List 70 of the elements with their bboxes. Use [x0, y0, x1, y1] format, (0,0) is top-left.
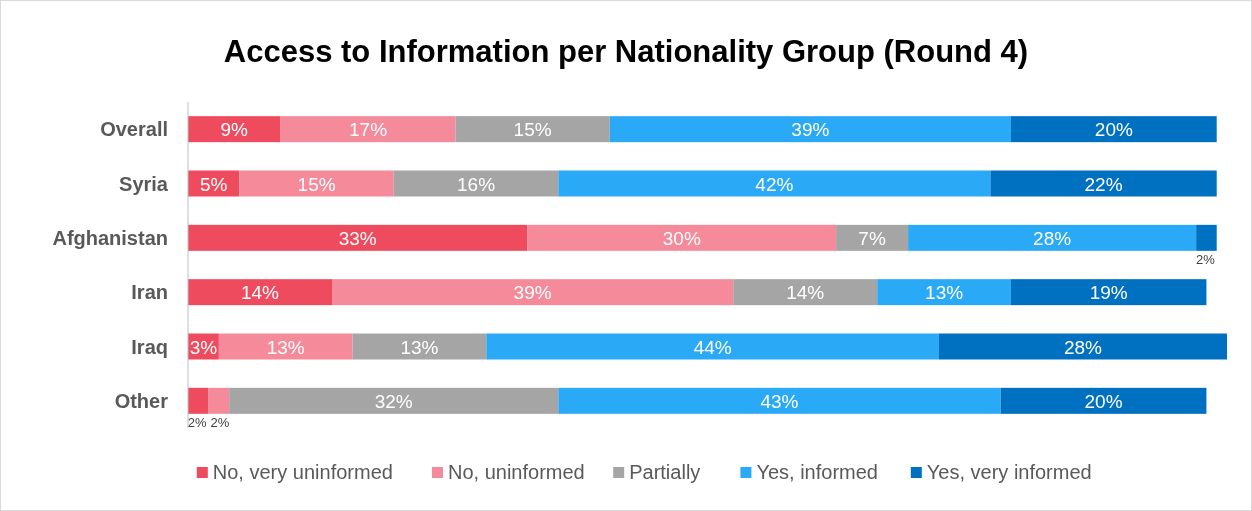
data-label: 13% — [266, 336, 305, 358]
data-label: 13% — [925, 282, 964, 304]
y-tick-label: Syria — [119, 172, 169, 195]
bar — [188, 116, 281, 143]
data-label: 28% — [1063, 336, 1103, 358]
data-label: 13% — [400, 336, 439, 358]
bar — [188, 224, 528, 251]
bar — [218, 333, 353, 360]
data-label: 3% — [189, 336, 218, 358]
bar — [1010, 279, 1207, 306]
data-label: 39% — [513, 282, 552, 304]
y-tick-label: Iran — [131, 281, 168, 304]
bar — [836, 224, 909, 251]
legend-label: No, very uninformed — [212, 461, 393, 483]
bar — [1196, 224, 1217, 251]
data-label: 42% — [755, 173, 794, 195]
data-label: 9% — [220, 119, 249, 141]
bar — [188, 279, 333, 306]
bar — [938, 333, 1227, 360]
legend-label: No, uninformed — [448, 461, 585, 483]
data-label: 20% — [1094, 119, 1133, 141]
data-label: 32% — [374, 390, 413, 412]
data-label: 7% — [858, 227, 886, 249]
data-label: 20% — [1084, 390, 1123, 412]
data-label: 15% — [297, 173, 336, 195]
bar — [239, 170, 394, 197]
bar — [558, 387, 1001, 414]
data-label: 43% — [760, 390, 799, 412]
data-label: 2% — [1195, 251, 1216, 267]
bar — [609, 116, 1011, 143]
data-label: 39% — [791, 119, 830, 141]
bar — [352, 333, 487, 360]
data-label: 19% — [1089, 282, 1128, 304]
y-tick-label: Iraq — [131, 335, 168, 358]
data-label: 22% — [1084, 173, 1123, 195]
y-tick-label: Overall — [100, 118, 168, 141]
bar — [1010, 116, 1217, 143]
bar — [229, 387, 559, 414]
bar — [188, 387, 209, 414]
y-tick-label: Other — [114, 389, 169, 412]
data-label: 28% — [1033, 227, 1072, 249]
data-label: 16% — [457, 173, 496, 195]
bar — [527, 224, 837, 251]
data-label: 30% — [662, 227, 701, 249]
bar — [208, 387, 230, 414]
bar — [558, 170, 991, 197]
data-label: 33% — [338, 227, 377, 249]
chart-title: Access to Information per Nationality Group (Round 4) — [223, 34, 1029, 69]
bar — [455, 116, 610, 143]
data-label: 44% — [693, 336, 732, 358]
bar — [990, 170, 1217, 197]
legend-label: Yes, very informed — [926, 461, 1092, 483]
bar — [877, 279, 1011, 306]
bar — [393, 170, 559, 197]
bar — [332, 279, 734, 306]
y-tick-label: Afghanistan — [52, 226, 168, 249]
data-label: 14% — [240, 282, 280, 304]
data-label: 14% — [786, 282, 825, 304]
data-label: 2% — [187, 414, 208, 430]
bar — [486, 333, 939, 360]
legend-label: Yes, informed — [756, 461, 878, 483]
legend-label: Partially — [629, 461, 701, 483]
bar — [908, 224, 1197, 251]
data-label: 15% — [513, 119, 552, 141]
bar — [280, 116, 456, 143]
data-label: 5% — [199, 173, 228, 195]
bar — [1000, 387, 1207, 414]
bar — [733, 279, 878, 306]
data-label: 17% — [349, 119, 388, 141]
data-label: 2% — [210, 414, 230, 430]
